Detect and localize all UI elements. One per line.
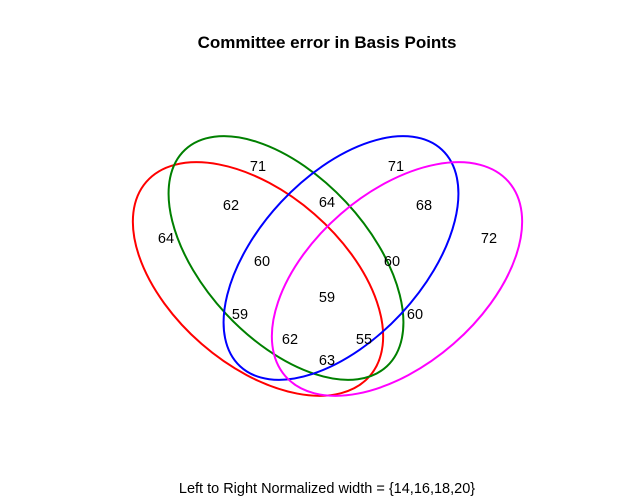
region-label-set3-only: 71 [388, 159, 404, 175]
region-label-set1-set3-set4: 62 [282, 332, 298, 348]
region-label-set1-set4: 63 [319, 353, 335, 369]
region-label-set1-set2-set3: 60 [254, 254, 270, 270]
set-ellipse-2 [167, 135, 405, 381]
region-label-set2-only: 71 [250, 159, 266, 175]
region-label-set2-set3: 64 [319, 195, 335, 211]
region-label-set4-only: 72 [481, 231, 497, 247]
region-label-set2-set3-set4: 60 [384, 254, 400, 270]
region-label-set1-only: 64 [158, 231, 174, 247]
region-label-set1-set3: 59 [232, 307, 248, 323]
region-label-set1-set2: 62 [223, 198, 239, 214]
diagram-caption: Left to Right Normalized width = {14,16,… [179, 481, 475, 497]
region-labels: 64 71 71 72 62 64 68 60 60 59 59 60 62 5… [158, 159, 497, 369]
set-ellipse-4 [270, 161, 524, 397]
region-label-all-sets: 59 [319, 290, 335, 306]
set-ellipses [131, 135, 524, 397]
region-label-set2-set4: 60 [407, 307, 423, 323]
diagram-title: Committee error in Basis Points [198, 33, 457, 52]
region-label-set1-set2-set4: 55 [356, 332, 372, 348]
set-ellipse-3 [222, 135, 460, 381]
region-label-set3-set4: 68 [416, 198, 432, 214]
